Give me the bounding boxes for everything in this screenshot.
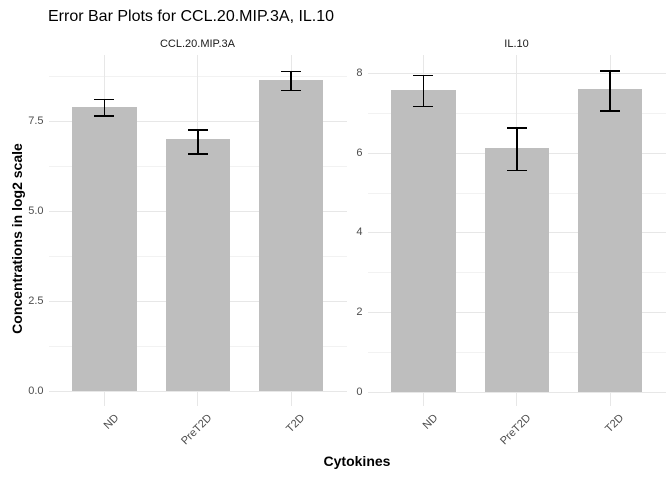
bar-CCL.20.MIP.3A-T2D bbox=[258, 79, 324, 392]
y-tick-label: 0 bbox=[356, 385, 363, 398]
y-tick-label: 2.5 bbox=[28, 295, 44, 308]
x-tick-label-T2D: T2D bbox=[284, 412, 308, 436]
error-bar-cap bbox=[506, 127, 527, 129]
error-bar-cap bbox=[281, 70, 302, 73]
error-bar-cap bbox=[281, 89, 302, 92]
error-bar-cap bbox=[413, 105, 434, 108]
error-bar-cap bbox=[187, 153, 208, 155]
facet-panel-CCL.20.MIP.3A bbox=[48, 55, 347, 406]
x-tick-label-PreT2D: PreT2D bbox=[178, 412, 215, 448]
y-tick-label: 6 bbox=[356, 146, 363, 159]
error-bar-cap bbox=[94, 98, 115, 101]
error-bar-stem bbox=[290, 70, 292, 90]
y-tick-label: 2 bbox=[356, 306, 363, 319]
x-axis-title: Cytokines bbox=[323, 453, 391, 469]
facet-panel-IL.10 bbox=[367, 55, 666, 406]
error-bar-stem bbox=[609, 70, 611, 111]
y-tick-label: 4 bbox=[356, 226, 363, 239]
bar-IL.10-ND bbox=[391, 90, 456, 392]
error-bar-cap bbox=[506, 169, 527, 172]
y-axis-title: Concentrations in log2 scale bbox=[9, 143, 25, 334]
y-tick-label: 0.0 bbox=[28, 385, 44, 398]
bar-IL.10-T2D bbox=[577, 89, 643, 392]
plot-title: Error Bar Plots for CCL.20.MIP.3A, IL.10 bbox=[48, 8, 335, 25]
bar-CCL.20.MIP.3A-ND bbox=[72, 106, 137, 392]
error-bar-stem bbox=[516, 127, 518, 170]
facet-strip-il10: IL.10 bbox=[504, 38, 529, 50]
x-tick-label-ND: ND bbox=[101, 412, 121, 432]
facet-strip-ccl20mip3a: CCL.20.MIP.3A bbox=[159, 38, 235, 50]
y-tick-label: 7.5 bbox=[28, 114, 44, 127]
bar-IL.10-PreT2D bbox=[484, 147, 549, 392]
error-bar-cap bbox=[413, 74, 434, 77]
x-tick-label-T2D: T2D bbox=[603, 412, 627, 436]
x-tick-label-ND: ND bbox=[420, 412, 440, 432]
error-bar-stem bbox=[103, 98, 106, 116]
error-bar-cap bbox=[600, 70, 621, 72]
x-tick-label-PreT2D: PreT2D bbox=[497, 412, 534, 448]
bar-CCL.20.MIP.3A-PreT2D bbox=[165, 139, 230, 392]
error-bar-cap bbox=[187, 129, 208, 131]
y-tick-label: 8 bbox=[356, 67, 363, 80]
error-bar-stem bbox=[197, 129, 199, 154]
error-bar-cap bbox=[94, 115, 115, 117]
error-bar-cap bbox=[600, 110, 621, 112]
error-bar-stem bbox=[422, 74, 425, 106]
y-tick-label: 5.0 bbox=[28, 205, 44, 218]
